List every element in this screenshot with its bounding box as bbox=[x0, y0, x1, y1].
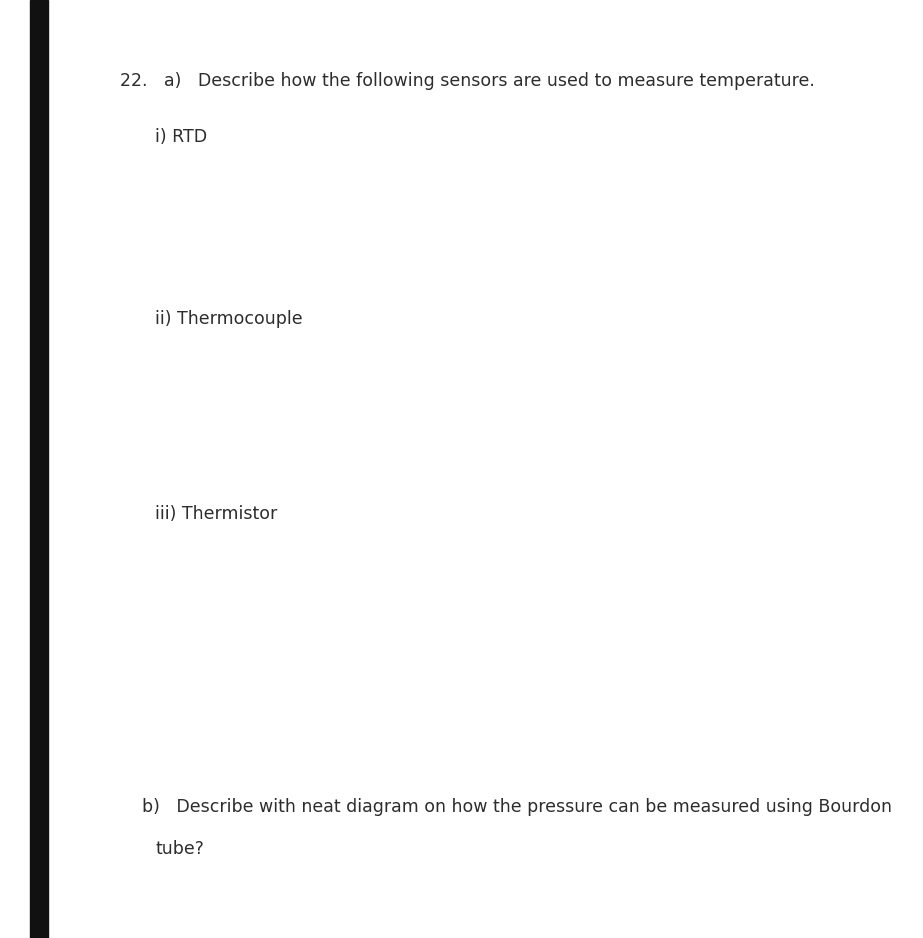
Text: iii) Thermistor: iii) Thermistor bbox=[155, 505, 277, 523]
Text: ii) Thermocouple: ii) Thermocouple bbox=[155, 310, 303, 328]
Text: i) RTD: i) RTD bbox=[155, 128, 207, 146]
Text: b)   Describe with neat diagram on how the pressure can be measured using Bourdo: b) Describe with neat diagram on how the… bbox=[142, 798, 892, 816]
Text: tube?: tube? bbox=[155, 840, 204, 858]
Text: 22.   a)   Describe how the following sensors are used to measure temperature.: 22. a) Describe how the following sensor… bbox=[120, 72, 815, 90]
Bar bbox=[30, 0, 48, 938]
